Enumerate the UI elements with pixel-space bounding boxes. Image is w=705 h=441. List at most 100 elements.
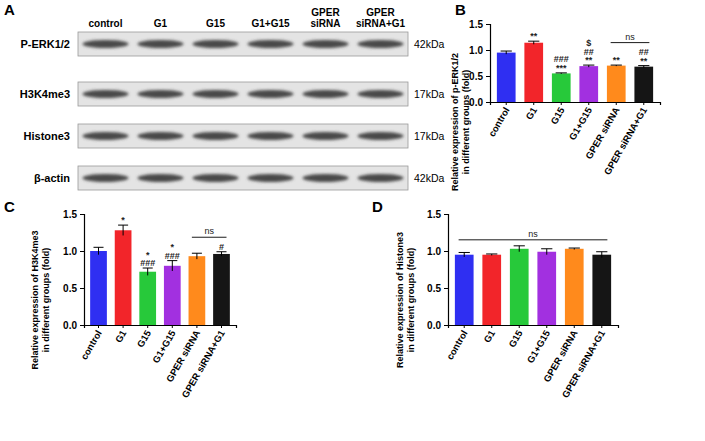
- significance-mark: ***: [556, 63, 567, 73]
- y-tick: 0.5: [63, 283, 84, 294]
- x-tick-mark: [601, 325, 602, 328]
- x-axis-line: [491, 103, 661, 106]
- error-bar: [541, 249, 552, 255]
- row-label: H3K4me3: [20, 88, 70, 100]
- bracket-label: ns: [625, 32, 635, 42]
- error-bar-cap: [514, 245, 525, 246]
- error-bar-cap: [486, 253, 497, 254]
- blot-band: [357, 132, 403, 140]
- x-tick-mark: [574, 325, 575, 328]
- y-tick-mark: [444, 251, 448, 252]
- x-tick-mark: [519, 325, 520, 328]
- size-label: 17kDa: [414, 88, 445, 100]
- bar: [482, 255, 501, 325]
- lane-label: GPERsiRNA: [310, 7, 340, 29]
- bar: [607, 66, 626, 102]
- plot-marks: [455, 246, 611, 325]
- x-tick-label: G1+G15: [567, 104, 595, 141]
- size-label: 42kDa: [414, 38, 445, 50]
- y-tick-mark: [80, 325, 84, 326]
- lane-label: GPERsiRNA+G1: [356, 7, 406, 29]
- y-tick: 1.0: [469, 45, 490, 56]
- y-tick-label: 1.0: [427, 246, 441, 257]
- error-bar-stem: [147, 268, 148, 275]
- blot-band: [192, 90, 238, 98]
- error-bar-stem: [546, 249, 547, 255]
- significance-mark: ###: [140, 258, 155, 268]
- x-tick: control: [78, 325, 104, 361]
- significance-mark: ###: [165, 251, 180, 261]
- x-tick: G15: [506, 325, 525, 349]
- x-tick-label: GPER siRNA+G1: [601, 104, 649, 176]
- y-axis-line: [80, 215, 85, 326]
- y-tick-label: 1.0: [469, 45, 483, 56]
- y-tick: 0.5: [427, 283, 448, 294]
- x-tick-label: control: [78, 328, 104, 361]
- x-tick-label: GPER siRNA+G1: [559, 327, 607, 399]
- x-axis-line: [449, 326, 619, 329]
- error-bar: [528, 41, 539, 44]
- y-tick-label: 1.5: [469, 19, 483, 30]
- annotations: **###*####ns: [121, 215, 226, 268]
- x-tick-mark: [491, 325, 492, 328]
- lane-label: control: [89, 18, 123, 29]
- x-tick-mark: [546, 325, 547, 328]
- y-axis-line: [486, 25, 491, 103]
- y-tick: 1.0: [63, 246, 84, 257]
- x-tick-mark: [98, 325, 99, 328]
- error-bar-stem: [196, 253, 197, 259]
- significance-mark: **: [613, 55, 621, 65]
- blot-band: [82, 90, 128, 98]
- x-tick-mark: [533, 102, 534, 105]
- error-bar-stem: [519, 246, 520, 252]
- x-tick-label: G1: [523, 104, 539, 121]
- bar: [497, 53, 516, 102]
- y-axis: 0.00.51.01.5: [427, 209, 448, 331]
- blot-strip: [78, 166, 408, 190]
- x-tick: GPER siRNA+G1: [601, 102, 649, 177]
- x-tick-label: G15: [548, 104, 567, 126]
- bar: [552, 73, 571, 102]
- significance-mark: #: [219, 242, 224, 252]
- plot-marks: [497, 41, 653, 102]
- x-tick-label: G15: [135, 327, 154, 349]
- bar: [565, 249, 584, 325]
- x-tick-label: G1: [113, 327, 129, 344]
- error-bar: [638, 66, 649, 68]
- blot-strip: [78, 32, 408, 56]
- bar: [139, 272, 156, 325]
- error-bar: [192, 253, 202, 259]
- error-bar: [514, 246, 525, 252]
- x-tick-mark: [643, 102, 644, 105]
- blot-band: [302, 40, 348, 48]
- panel-label: C: [4, 198, 15, 215]
- x-tick-mark: [147, 325, 148, 328]
- error-bar-stem: [123, 225, 124, 235]
- bracket-line: [459, 239, 608, 240]
- y-tick: 1.0: [427, 246, 448, 257]
- x-tick-label: control: [444, 328, 470, 361]
- blot-band: [302, 90, 348, 98]
- y-axis-title: Relative expression of H3K4me3in differe…: [30, 230, 51, 369]
- y-tick-label: 0.5: [427, 283, 441, 294]
- x-tick-label: GPER siRNA+G1: [179, 327, 227, 399]
- x-tick-mark: [506, 102, 507, 105]
- blot-band: [192, 132, 238, 140]
- y-tick-mark: [486, 102, 490, 103]
- bar: [115, 230, 132, 325]
- error-bar-stem: [172, 261, 173, 271]
- y-tick: 0.5: [469, 71, 490, 82]
- blot-band: [82, 40, 128, 48]
- annotations: ns: [459, 229, 608, 240]
- bracket-line: [611, 42, 650, 43]
- bar: [455, 255, 474, 325]
- y-axis-line: [444, 215, 449, 326]
- y-tick-label: 1.0: [63, 246, 77, 257]
- blot-band: [137, 40, 183, 48]
- x-tick-mark: [123, 325, 124, 328]
- error-bar-stem: [601, 252, 602, 258]
- bar: [634, 67, 653, 102]
- error-bar: [459, 252, 470, 256]
- error-bar-cap: [459, 252, 470, 253]
- x-tick-label: control: [486, 105, 512, 138]
